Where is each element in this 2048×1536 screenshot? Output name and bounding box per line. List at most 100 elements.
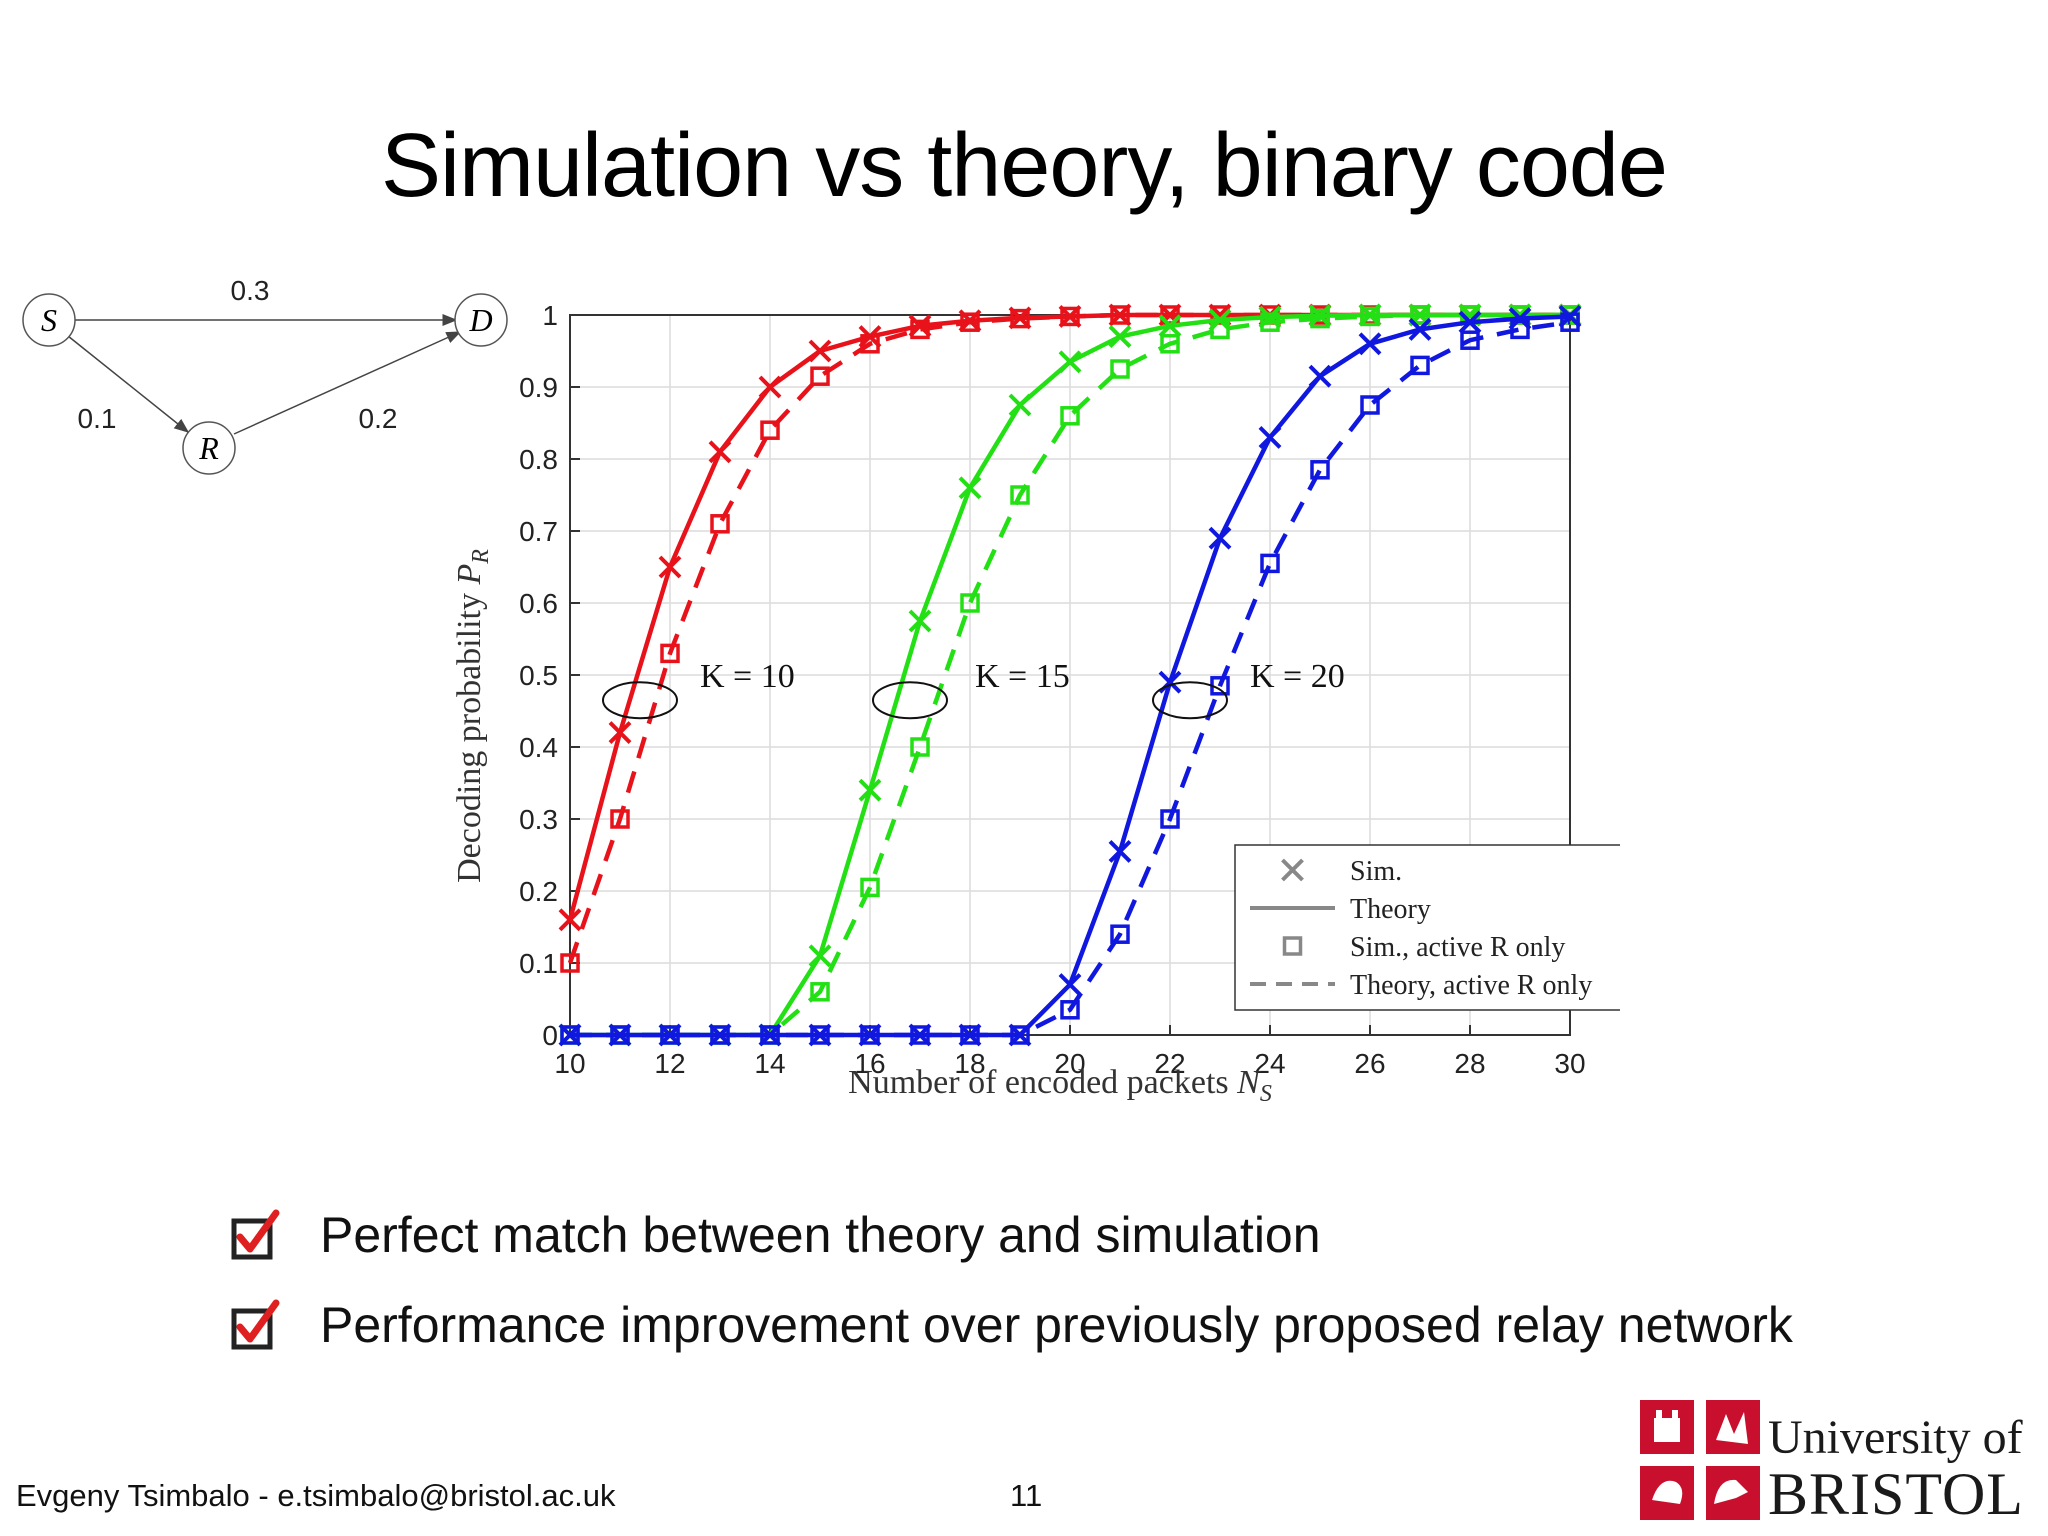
data-point-square bbox=[610, 809, 630, 829]
axes: 10 12 14 16 18 20 22 24 26 28 30 0 0.1 0.2 0.3 0.4 0.5 0.… bbox=[519, 300, 1586, 1079]
data-point-x bbox=[1008, 393, 1032, 417]
x-tick-label: 12 bbox=[654, 1048, 685, 1079]
bullet-item: Perfect match between theory and simulat… bbox=[230, 1200, 1793, 1270]
data-point-x bbox=[1308, 364, 1332, 388]
data-point-square bbox=[960, 1025, 980, 1045]
data-point-square bbox=[860, 334, 880, 354]
x-tick-label: 14 bbox=[754, 1048, 785, 1079]
data-point-x bbox=[658, 555, 682, 579]
data-point-square bbox=[1210, 319, 1230, 340]
data-point-x bbox=[1108, 839, 1132, 863]
data-point-square bbox=[1010, 308, 1030, 329]
data-point-square bbox=[710, 1025, 730, 1045]
data-point-square bbox=[910, 737, 930, 757]
x-axis-label: Number of encoded packets NS bbox=[848, 1064, 1272, 1107]
bullet-item: Performance improvement over previously … bbox=[230, 1290, 1793, 1360]
annotation-ellipse bbox=[602, 681, 678, 720]
legend-box bbox=[1234, 844, 1620, 1011]
data-point-x bbox=[1058, 973, 1082, 997]
data-point-x bbox=[1458, 310, 1482, 334]
data-point-square bbox=[960, 593, 980, 613]
data-point-square bbox=[1160, 334, 1180, 354]
data-point-x bbox=[1358, 332, 1382, 356]
checkbox-checked-icon bbox=[231, 1299, 280, 1350]
data-point-square bbox=[1060, 306, 1080, 327]
bullet-text: Perfect match between theory and simulat… bbox=[320, 1207, 1321, 1263]
legend-label: Theory, active R only bbox=[1350, 970, 1592, 1001]
data-point-square bbox=[810, 1025, 830, 1045]
data-point-square bbox=[960, 312, 980, 332]
data-point-square bbox=[1060, 1000, 1080, 1020]
data-point-square bbox=[1510, 319, 1530, 340]
data-point-square bbox=[610, 1025, 630, 1045]
data-point-square bbox=[660, 643, 680, 664]
data-point-square bbox=[1160, 809, 1180, 829]
data-point-square bbox=[1460, 330, 1480, 350]
bullet-list: Perfect match between theory and simulat… bbox=[230, 1200, 1793, 1380]
legend: Sim. Theory Sim., active R only Theory, act… bbox=[1234, 844, 1620, 1011]
y-tick-label: 0.7 bbox=[519, 516, 558, 547]
node-r-label: R bbox=[198, 430, 219, 466]
annotation-label: K = 15 bbox=[975, 658, 1070, 695]
data-point-square bbox=[1360, 395, 1380, 415]
data-point-x bbox=[608, 721, 632, 745]
y-tick-label: 1 bbox=[542, 300, 558, 331]
data-point-square bbox=[1310, 460, 1330, 480]
data-point-x bbox=[808, 339, 832, 363]
data-point-x bbox=[808, 944, 832, 968]
x-tick-label: 26 bbox=[1354, 1048, 1385, 1079]
series bbox=[558, 303, 1582, 1047]
edge-s-d-label: 0.3 bbox=[231, 275, 270, 306]
y-tick-label: 0.3 bbox=[519, 804, 558, 835]
annotation-label: K = 20 bbox=[1250, 658, 1345, 695]
data-point-square bbox=[860, 877, 880, 898]
data-point-square bbox=[1360, 306, 1380, 327]
data-point-x bbox=[1258, 425, 1282, 449]
data-point-square bbox=[1560, 312, 1580, 332]
data-point-square bbox=[560, 1025, 580, 1045]
data-point-square bbox=[1410, 305, 1430, 325]
edge-s-r-label: 0.1 bbox=[78, 403, 117, 434]
y-tick-label: 0.1 bbox=[519, 948, 558, 979]
data-point-square bbox=[810, 366, 830, 386]
node-d-label: D bbox=[468, 302, 492, 338]
data-point-square bbox=[1410, 355, 1430, 376]
data-point-x bbox=[758, 375, 782, 399]
legend-marker-x bbox=[1281, 858, 1304, 882]
data-point-x bbox=[908, 609, 932, 633]
data-point-square bbox=[1310, 308, 1330, 329]
data-point-square bbox=[1010, 485, 1030, 505]
data-point-square bbox=[1110, 924, 1130, 944]
edge-r-d bbox=[233, 331, 462, 435]
data-point-square bbox=[910, 1025, 930, 1045]
node-d bbox=[454, 293, 508, 347]
series-line-5 bbox=[570, 319, 1571, 1038]
data-point-square bbox=[1260, 312, 1280, 332]
legend-label: Theory bbox=[1350, 894, 1431, 925]
data-point-square bbox=[760, 1025, 780, 1045]
x-tick-label: 28 bbox=[1454, 1048, 1485, 1079]
page-number: 11 bbox=[1010, 1478, 1043, 1513]
y-tick-label: 0.4 bbox=[519, 732, 558, 763]
y-tick-label: 0.9 bbox=[519, 372, 558, 403]
node-r bbox=[182, 421, 236, 475]
relay-diagram: S D R 0.3 0.1 0.2 bbox=[22, 275, 508, 475]
data-point-x bbox=[708, 440, 732, 464]
annotation-label: K = 10 bbox=[700, 658, 795, 695]
data-point-square bbox=[810, 982, 830, 1002]
footer-author: Evgeny Tsimbalo - e.tsimbalo@bristol.ac.… bbox=[16, 1478, 616, 1513]
x-tick-label: 24 bbox=[1254, 1048, 1285, 1079]
legend-label: Sim. bbox=[1350, 856, 1402, 887]
data-point-square bbox=[1110, 359, 1130, 379]
x-tick-label: 22 bbox=[1154, 1048, 1185, 1079]
y-tick-label: 0.5 bbox=[519, 660, 558, 691]
y-tick-label: 0 bbox=[542, 1020, 558, 1051]
data-point-x bbox=[1208, 526, 1232, 550]
decoding-probability-chart: 10 12 14 16 18 20 22 24 26 28 30 0 0.1 0.2 0.3 0.4 0.5 0.… bbox=[451, 300, 1620, 1107]
node-s-label: S bbox=[41, 302, 57, 338]
bullet-text: Performance improvement over previously … bbox=[320, 1297, 1793, 1353]
x-tick-label: 20 bbox=[1054, 1048, 1085, 1079]
logo-line-2: BRISTOL bbox=[1768, 1461, 2024, 1527]
y-tick-label: 0.8 bbox=[519, 444, 558, 475]
university-crest-icon bbox=[1640, 1400, 1760, 1520]
